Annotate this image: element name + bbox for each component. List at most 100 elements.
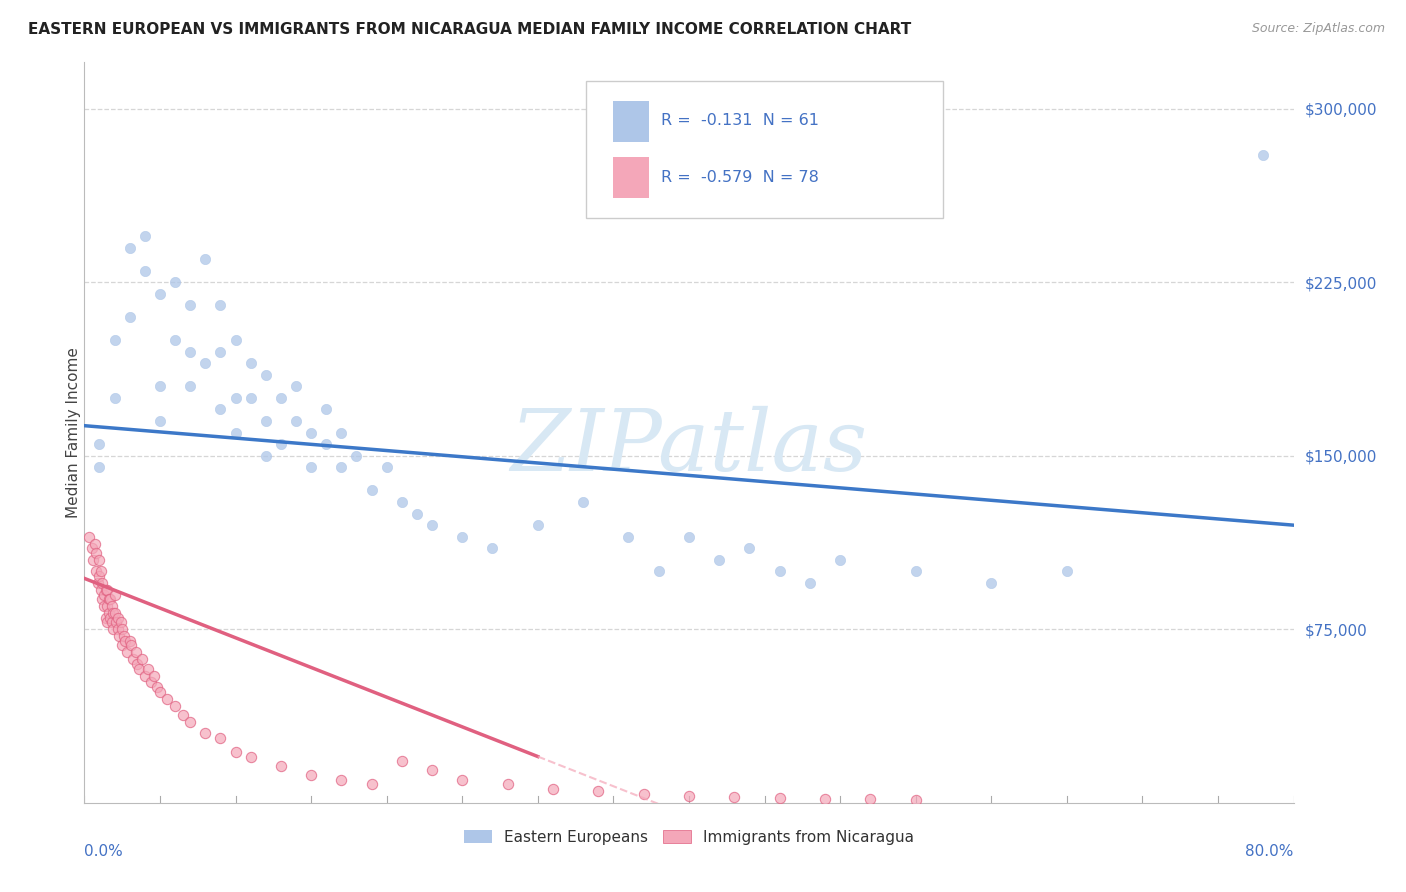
Point xyxy=(100,599,122,614)
Point xyxy=(451,772,474,787)
Text: Source: ZipAtlas.com: Source: ZipAtlas.com xyxy=(1251,22,1385,36)
FancyBboxPatch shape xyxy=(613,101,650,142)
Point xyxy=(209,298,232,312)
Point xyxy=(391,495,413,509)
Point xyxy=(315,402,337,417)
Point xyxy=(96,582,118,597)
Point xyxy=(648,565,671,579)
Point xyxy=(127,657,149,671)
Point xyxy=(254,449,277,463)
Point xyxy=(104,333,127,347)
Point xyxy=(254,368,277,382)
Point xyxy=(209,344,232,359)
Point xyxy=(96,615,118,630)
Point xyxy=(451,530,474,544)
Point xyxy=(330,460,353,475)
Point xyxy=(814,791,837,805)
Point xyxy=(156,691,179,706)
Point xyxy=(225,391,247,405)
Point xyxy=(90,565,112,579)
Point xyxy=(104,588,127,602)
Point xyxy=(146,680,169,694)
Point xyxy=(179,714,201,729)
Point xyxy=(769,791,792,805)
Point xyxy=(406,507,429,521)
Point xyxy=(769,565,792,579)
Point xyxy=(633,787,655,801)
Text: EASTERN EUROPEAN VS IMMIGRANTS FROM NICARAGUA MEDIAN FAMILY INCOME CORRELATION C: EASTERN EUROPEAN VS IMMIGRANTS FROM NICA… xyxy=(28,22,911,37)
Point xyxy=(209,731,232,745)
Point xyxy=(107,622,129,636)
Point xyxy=(165,698,187,713)
Point xyxy=(93,588,115,602)
Point xyxy=(285,414,308,428)
Point xyxy=(1056,565,1078,579)
Point xyxy=(134,263,156,277)
Point xyxy=(149,379,172,393)
Point xyxy=(134,668,156,682)
Point xyxy=(134,229,156,244)
Point xyxy=(120,639,142,653)
Point xyxy=(101,622,124,636)
Point xyxy=(94,610,117,624)
Point xyxy=(496,777,519,791)
Point xyxy=(709,553,731,567)
Point xyxy=(84,536,107,550)
Point xyxy=(128,662,150,676)
Point xyxy=(723,790,745,805)
Point xyxy=(86,546,108,560)
Point xyxy=(142,668,165,682)
FancyBboxPatch shape xyxy=(613,157,650,198)
Point xyxy=(588,784,610,798)
Point xyxy=(904,565,927,579)
Point xyxy=(112,629,135,643)
Point xyxy=(105,615,128,630)
Point xyxy=(89,437,111,451)
Point xyxy=(91,576,114,591)
Point xyxy=(98,592,121,607)
Point xyxy=(165,333,187,347)
Point xyxy=(299,425,322,440)
Point xyxy=(165,275,187,289)
Point xyxy=(77,530,100,544)
Point xyxy=(738,541,761,556)
Point xyxy=(121,652,143,666)
Point xyxy=(391,754,413,768)
Point xyxy=(111,622,134,636)
Point xyxy=(97,592,120,607)
Point xyxy=(104,391,127,405)
Point xyxy=(299,460,322,475)
Point xyxy=(82,553,104,567)
Point xyxy=(859,792,882,806)
Point xyxy=(830,553,852,567)
Point xyxy=(315,437,337,451)
Point xyxy=(209,402,232,417)
Point xyxy=(96,599,118,614)
Point xyxy=(91,592,114,607)
Point xyxy=(131,652,153,666)
Point xyxy=(572,495,595,509)
Text: 0.0%: 0.0% xyxy=(84,845,124,860)
Point xyxy=(360,483,382,498)
Point xyxy=(89,569,111,583)
Point xyxy=(980,576,1002,591)
Point xyxy=(149,286,172,301)
Point xyxy=(270,391,292,405)
Point xyxy=(100,615,122,630)
Point xyxy=(149,414,172,428)
Point xyxy=(360,777,382,791)
Point xyxy=(136,662,159,676)
Point xyxy=(97,606,120,620)
Point xyxy=(115,645,138,659)
Point xyxy=(285,379,308,393)
Point xyxy=(101,606,124,620)
Point xyxy=(179,379,201,393)
Y-axis label: Median Family Income: Median Family Income xyxy=(66,347,80,518)
Point xyxy=(254,414,277,428)
Point xyxy=(375,460,398,475)
Point xyxy=(139,675,162,690)
Point xyxy=(89,553,111,567)
Point xyxy=(114,633,136,648)
Text: 80.0%: 80.0% xyxy=(1246,845,1294,860)
Point xyxy=(270,758,292,772)
